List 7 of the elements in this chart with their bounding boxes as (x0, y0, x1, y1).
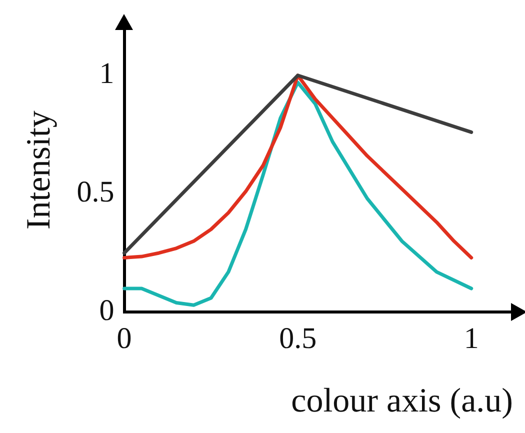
y-axis-title: Intensity (20, 110, 58, 230)
y-tick-label: 0.5 (76, 176, 114, 209)
y-tick-label: 0 (99, 294, 114, 328)
x-axis-title: colour axis (a.u) (291, 382, 513, 420)
y-tick-label: 1 (99, 57, 114, 90)
x-tick-label: 0.5 (279, 322, 317, 356)
x-tick-label: 1 (464, 322, 479, 356)
